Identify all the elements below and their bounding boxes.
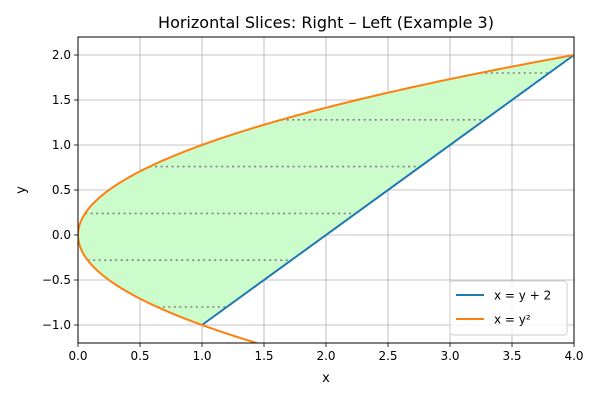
chart-title: Horizontal Slices: Right – Left (Example… — [158, 13, 494, 32]
y-tick-label: 1.0 — [52, 138, 71, 152]
x-tick-label: 1.0 — [192, 349, 211, 363]
y-tick-label: 0.0 — [52, 228, 71, 242]
y-tick-label: 2.0 — [52, 48, 71, 62]
plot-area: 0.0 0.5 1.0 1.5 2.0 2.5 3.0 3.5 4.0 −1.0 −0.5 0.0 0.… — [42, 36, 584, 363]
y-tick-label: 0.5 — [52, 183, 71, 197]
series-line-x-equals-y-plus-2 — [201, 54, 575, 326]
x-tick-label: 3.0 — [440, 349, 459, 363]
x-tick-label: 4.0 — [564, 349, 583, 363]
x-tick-label: 0.0 — [68, 349, 87, 363]
legend-label: x = y² — [494, 313, 531, 327]
x-tick-label: 2.0 — [316, 349, 335, 363]
x-tick-label: 3.5 — [502, 349, 521, 363]
y-tick-label: −0.5 — [42, 273, 71, 287]
legend-label: x = y + 2 — [494, 289, 551, 303]
legend: x = y + 2 x = y² — [449, 280, 568, 336]
y-axis-label: y — [14, 186, 29, 194]
x-tick-label: 1.5 — [254, 349, 273, 363]
series-line-x-equals-y-squared — [78, 54, 574, 343]
y-tick-label: −1.0 — [42, 318, 71, 332]
region-fill — [78, 55, 574, 325]
y-tick-label: 1.5 — [52, 93, 71, 107]
x-axis-label: x — [322, 371, 330, 386]
x-tick-label: 0.5 — [130, 349, 149, 363]
x-tick-label: 2.5 — [378, 349, 397, 363]
